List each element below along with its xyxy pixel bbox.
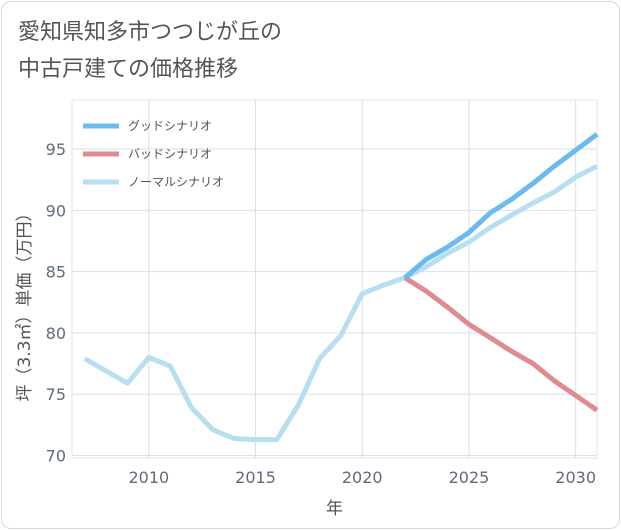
y-tick-label: 75 — [46, 385, 66, 404]
series-line-2 — [83, 163, 599, 443]
y-axis-title: 坪（3.3㎡）単価（万円） — [15, 204, 35, 401]
title-line-1: 愛知県知多市つつじが丘の — [18, 20, 283, 45]
grid-lines — [72, 100, 597, 458]
x-tick-labels: 2010 2015 2020 2025 2030 — [128, 468, 596, 487]
legend-label-1: バッドシナリオ — [128, 147, 212, 161]
y-tick-label: 70 — [46, 447, 66, 466]
series-line-1 — [403, 275, 599, 413]
y-tick-label: 90 — [46, 201, 66, 220]
x-tick-label: 2015 — [235, 468, 276, 487]
y-tick-label: 95 — [46, 140, 66, 159]
x-tick-label: 2020 — [342, 468, 383, 487]
y-tick-labels: 70 75 80 85 90 95 — [46, 140, 66, 466]
legend-label-2: ノーマルシナリオ — [128, 175, 224, 189]
y-tick-label: 80 — [46, 324, 66, 343]
series-lines — [83, 132, 599, 443]
x-tick-label: 2025 — [449, 468, 490, 487]
series-line-0 — [403, 132, 599, 280]
x-tick-label: 2010 — [128, 468, 169, 487]
x-axis-title: 年 — [326, 499, 343, 519]
y-tick-label: 85 — [46, 263, 66, 282]
legend-label-0: グッドシナリオ — [128, 119, 212, 133]
chart-title: 愛知県知多市つつじが丘の 中古戸建ての価格推移 — [18, 14, 282, 88]
plot-frame — [71, 99, 598, 459]
title-line-2: 中古戸建ての価格推移 — [18, 57, 239, 82]
plot-area — [71, 99, 598, 459]
x-tick-label: 2030 — [555, 468, 596, 487]
